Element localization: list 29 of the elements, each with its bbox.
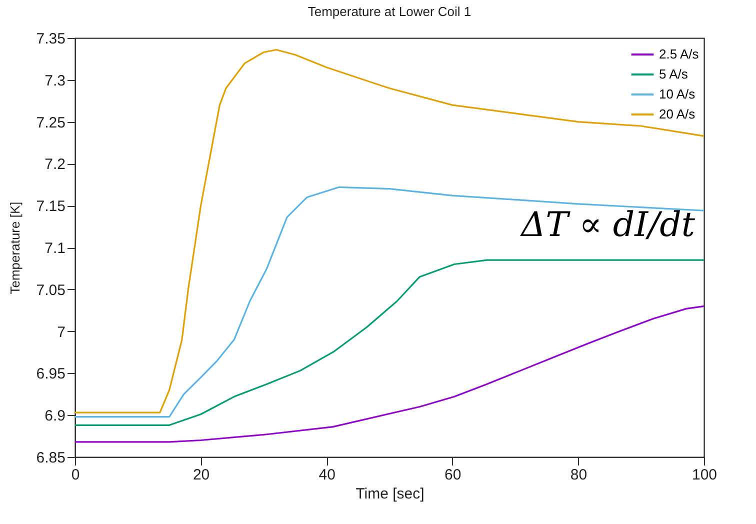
x-tick-label: 60 bbox=[444, 466, 462, 484]
line-series bbox=[74, 259, 705, 426]
y-tick-label: 7.2 bbox=[44, 156, 66, 174]
y-tick-label: 7.25 bbox=[36, 114, 66, 132]
chart-title: Temperature at Lower Coil 1 bbox=[308, 4, 472, 19]
y-tick-label: 6.9 bbox=[44, 408, 66, 425]
y-tick-label: 7.3 bbox=[44, 72, 66, 90]
y-tick-label: 6.95 bbox=[36, 366, 66, 383]
x-tick-label: 80 bbox=[570, 466, 588, 484]
legend-label: 20 A/s bbox=[659, 106, 696, 122]
y-axis-title: Temperature [K] bbox=[7, 202, 22, 294]
legend-label: 2.5 A/s bbox=[659, 46, 700, 62]
line-series bbox=[74, 305, 705, 443]
y-tick-label: 7.35 bbox=[36, 30, 66, 48]
line-series bbox=[74, 186, 705, 418]
x-tick-label: 0 bbox=[71, 466, 80, 484]
x-tick-label: 100 bbox=[692, 466, 718, 484]
x-axis-title: Time [sec] bbox=[356, 486, 424, 502]
legend-label: 5 A/s bbox=[659, 66, 688, 82]
annotation: ΔT ∝ dI/dt bbox=[519, 205, 696, 245]
x-tick-label: 40 bbox=[318, 466, 336, 484]
line-series bbox=[74, 48, 705, 414]
x-tick-label: 20 bbox=[192, 466, 210, 484]
y-tick-label: 7 bbox=[57, 324, 66, 341]
y-tick-label: 7.15 bbox=[36, 198, 66, 216]
y-tick-label: 7.1 bbox=[44, 240, 66, 257]
y-tick-label: 7.05 bbox=[36, 282, 66, 299]
y-tick-label: 6.85 bbox=[36, 450, 66, 466]
legend-label: 10 A/s bbox=[659, 86, 696, 102]
